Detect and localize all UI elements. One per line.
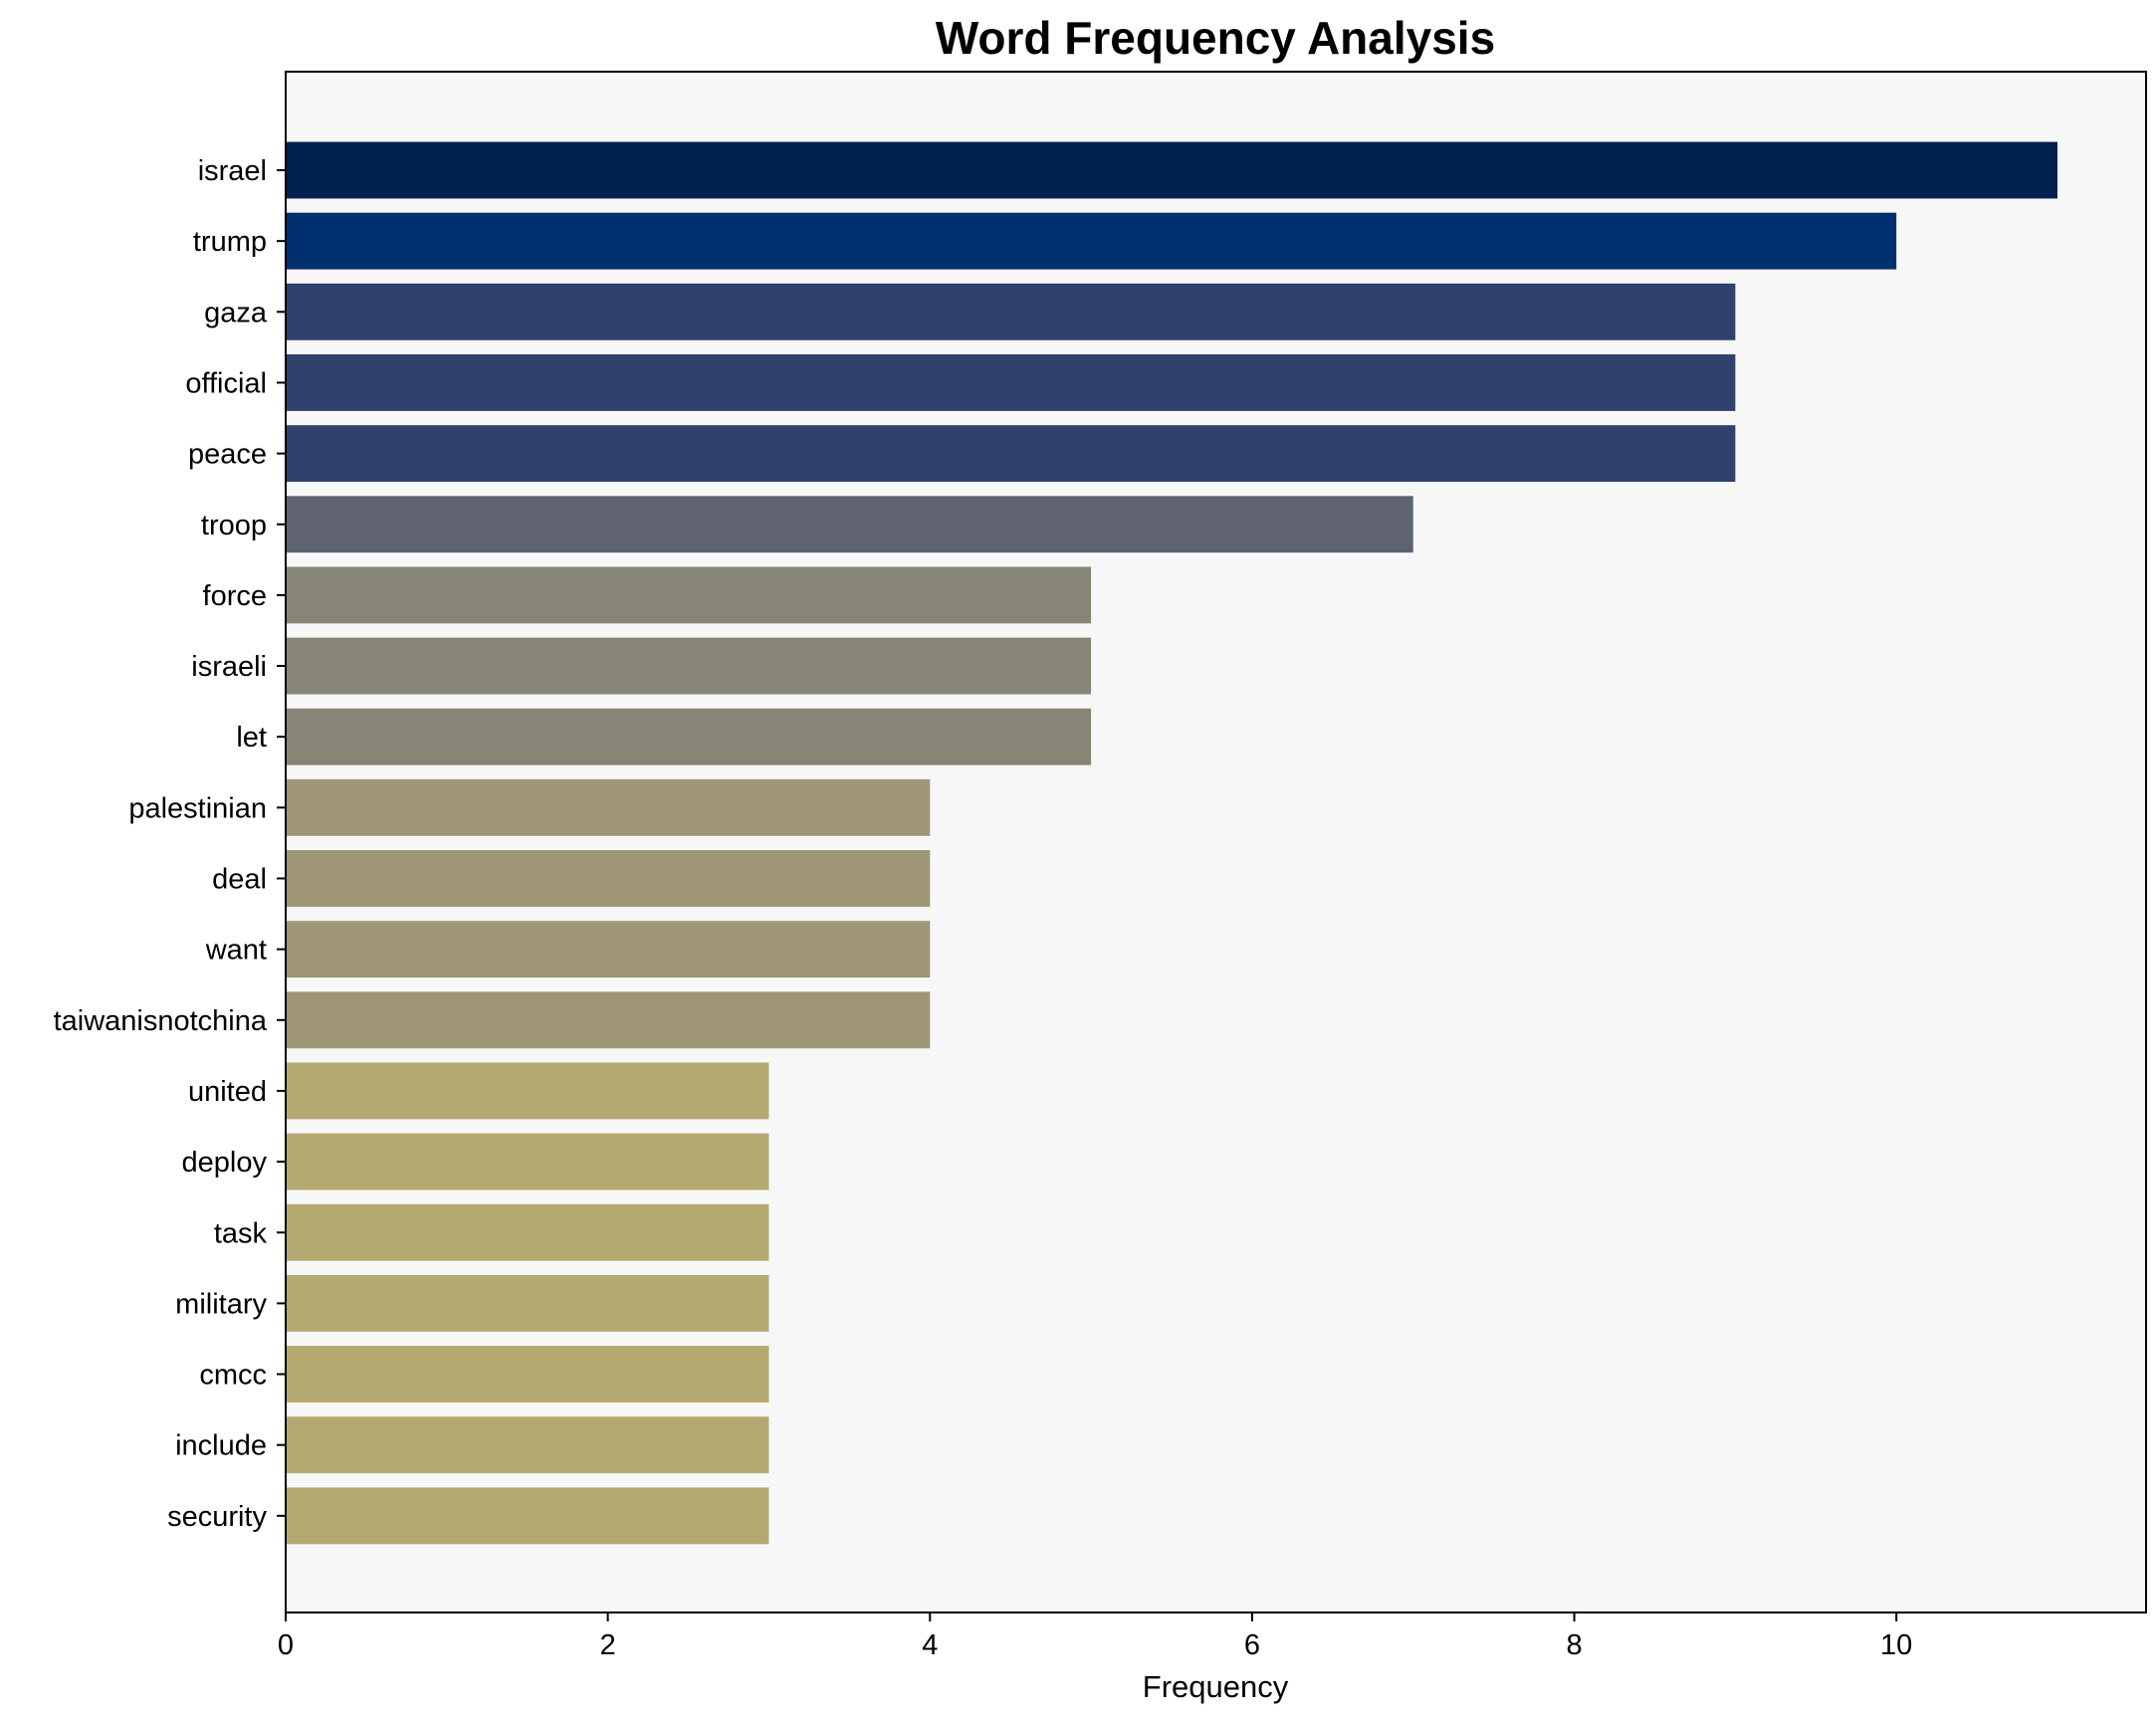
bar-security: [286, 1487, 769, 1545]
bar-want: [286, 921, 931, 978]
x-tick-label-0: 0: [278, 1629, 294, 1661]
y-tick-label-want: want: [205, 935, 267, 967]
y-tick-label-deal: deal: [212, 864, 267, 896]
bar-task: [286, 1203, 769, 1261]
x-tick-label-6: 6: [1244, 1629, 1260, 1661]
y-tick-label-palestinian: palestinian: [128, 792, 267, 824]
bar-trump: [286, 212, 1897, 270]
x-tick-label-2: 2: [600, 1629, 616, 1661]
bar-military: [286, 1274, 769, 1332]
y-tick-label-united: united: [188, 1076, 267, 1108]
bar-let: [286, 708, 1092, 765]
bar-gaza: [286, 283, 1736, 340]
y-tick-label-gaza: gaza: [204, 297, 268, 328]
bars-group: [286, 141, 2057, 1545]
y-tick-label-israeli: israeli: [191, 651, 267, 683]
bar-deal: [286, 850, 931, 907]
y-tick-label-official: official: [185, 367, 267, 399]
y-tick-label-security: security: [167, 1501, 267, 1533]
bar-official: [286, 354, 1736, 411]
y-tick-label-israel: israel: [198, 155, 267, 187]
plot-frame: [285, 71, 2147, 1613]
y-tick-label-include: include: [175, 1430, 267, 1462]
y-tick-label-peace: peace: [188, 439, 267, 471]
bar-deploy: [286, 1133, 769, 1190]
y-tick-label-troop: troop: [201, 510, 267, 541]
bar-israeli: [286, 637, 1092, 695]
bar-cmcc: [286, 1346, 769, 1402]
bar-palestinian: [286, 778, 931, 836]
bar-troop: [286, 496, 1413, 553]
x-axis-label: Frequency: [1143, 1669, 1289, 1704]
bar-israel: [286, 141, 2057, 199]
y-tick-label-let: let: [236, 722, 267, 753]
y-tick-label-force: force: [203, 580, 267, 612]
bar-peace: [286, 425, 1736, 483]
y-axis: israel trump gaza official peace troop force is…: [54, 155, 286, 1533]
chart-title: Word Frequency Analysis: [936, 12, 1495, 64]
y-tick-label-military: military: [175, 1288, 267, 1320]
y-tick-label-deploy: deploy: [182, 1147, 268, 1179]
x-tick-label-4: 4: [922, 1629, 938, 1661]
y-tick-label-taiwanisnotchina: taiwanisnotchina: [54, 1005, 268, 1037]
x-tick-label-10: 10: [1880, 1629, 1912, 1661]
y-tick-label-cmcc: cmcc: [199, 1360, 267, 1392]
bar-united: [286, 1062, 769, 1120]
y-tick-label-trump: trump: [193, 226, 267, 258]
x-tick-label-8: 8: [1566, 1629, 1582, 1661]
y-tick-label-task: task: [214, 1217, 268, 1249]
bar-include: [286, 1416, 769, 1474]
bar-force: [286, 566, 1092, 624]
x-axis: 0 2 4 6 8 10: [278, 1612, 1912, 1661]
bar-taiwanisnotchina: [286, 991, 931, 1049]
